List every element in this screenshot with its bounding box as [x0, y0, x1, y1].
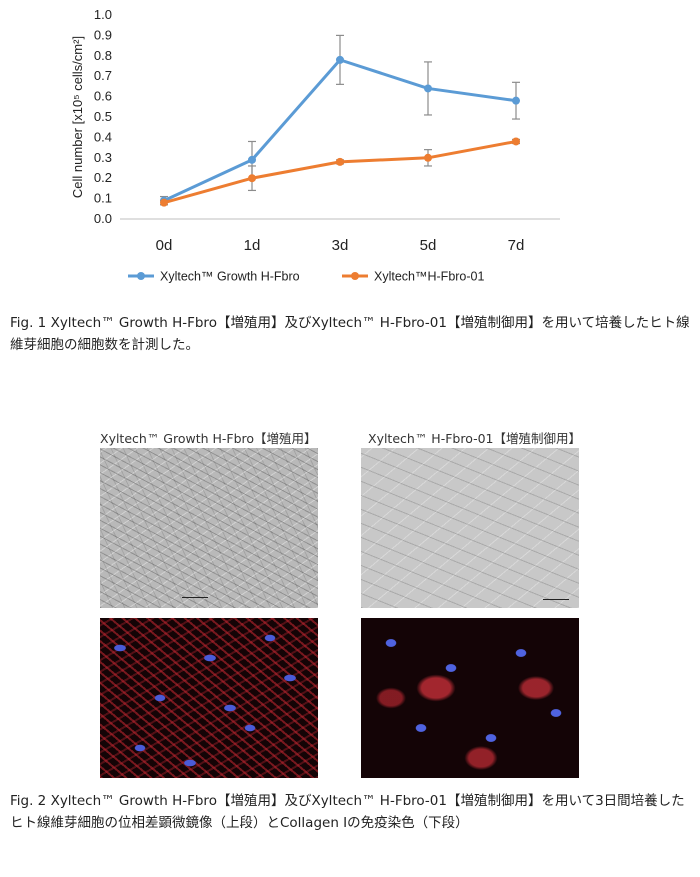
phase-contrast-image-growth — [100, 448, 318, 608]
collagen-stain-image-growth — [100, 618, 318, 778]
series-2 — [160, 137, 520, 207]
data-point — [336, 157, 344, 166]
data-point — [512, 96, 520, 105]
data-point — [424, 84, 432, 93]
figure-1-caption: Fig. 1 Xyltech™ Growth H-Fbro【増殖用】及びXylt… — [10, 315, 690, 353]
series-layer — [160, 34, 520, 207]
series-line — [163, 140, 517, 205]
y-tick-label: 0.0 — [94, 211, 112, 226]
data-point — [424, 153, 432, 162]
y-axis-ticks: 0.0 0.1 0.2 0.3 0.4 0.5 0.6 0.7 0.8 0.9 1.0 — [94, 7, 112, 226]
y-tick-label: 0.3 — [94, 150, 112, 165]
micrograph-title-growth: Xyltech™ Growth H-Fbro【増殖用】 — [100, 431, 317, 446]
y-tick-label: 0.5 — [94, 109, 112, 124]
x-tick-label: 3d — [332, 237, 349, 254]
x-tick-label: 0d — [156, 237, 173, 254]
y-tick-label: 0.2 — [94, 170, 112, 185]
y-tick-label: 1.0 — [94, 7, 112, 22]
y-tick-label: 0.1 — [94, 191, 112, 206]
legend-swatch-marker — [351, 272, 359, 280]
collagen-stain-image-control — [361, 618, 579, 778]
legend: Xyltech™ Growth H-Fbro Xyltech™H-Fbro-01 — [128, 270, 484, 284]
y-tick-label: 0.8 — [94, 48, 112, 63]
x-axis-ticks: 0d 1d 3d 5d 7d — [156, 237, 525, 254]
y-axis-title: Cell number [x10⁵ cells/cm²] — [70, 36, 85, 198]
y-tick-label: 0.9 — [94, 27, 112, 42]
data-point — [248, 174, 256, 183]
data-point — [336, 55, 344, 64]
legend-swatch-marker — [137, 272, 145, 280]
phase-contrast-image-control — [361, 448, 579, 608]
micrograph-title-control: Xyltech™ H-Fbro-01【増殖制御用】 — [368, 431, 581, 446]
y-tick-label: 0.4 — [94, 129, 112, 144]
cell-number-line-chart: 0.0 0.1 0.2 0.3 0.4 0.5 0.6 0.7 0.8 0.9 1.0 0d 1d 3d… — [70, 7, 560, 284]
data-point — [248, 155, 256, 164]
scale-bar — [543, 599, 569, 600]
y-tick-label: 0.6 — [94, 89, 112, 104]
data-point — [160, 198, 168, 207]
figure-2-caption: Fig. 2 Xyltech™ Growth H-Fbro【増殖用】及びXylt… — [10, 793, 685, 831]
x-tick-label: 5d — [420, 237, 437, 254]
data-point — [512, 137, 520, 146]
x-tick-label: 7d — [508, 237, 525, 254]
scale-bar — [182, 597, 208, 598]
series-1 — [160, 34, 520, 206]
y-tick-label: 0.7 — [94, 68, 112, 83]
legend-label: Xyltech™H-Fbro-01 — [374, 270, 484, 284]
x-tick-label: 1d — [244, 237, 261, 254]
legend-label: Xyltech™ Growth H-Fbro — [160, 270, 300, 284]
